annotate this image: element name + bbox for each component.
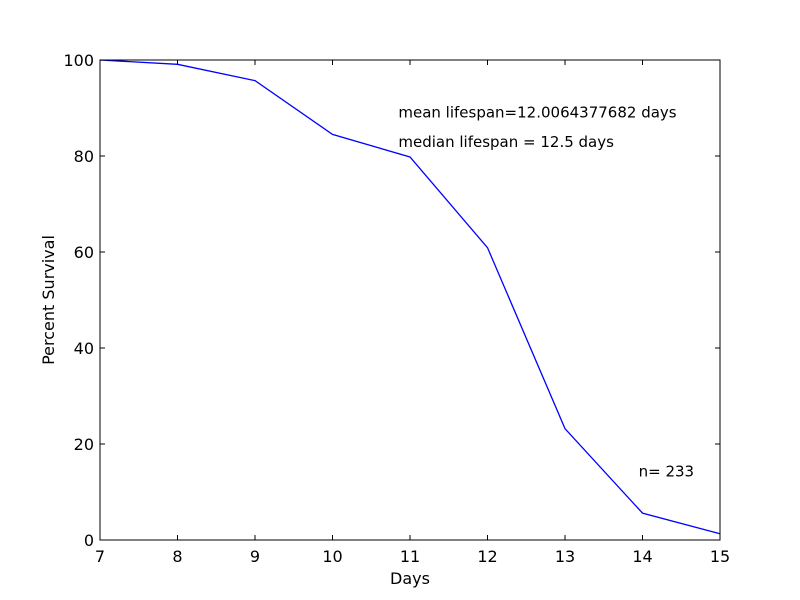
y-tick-label: 20	[74, 435, 94, 454]
chart-annotation: mean lifespan=12.0064377682 days	[398, 104, 676, 122]
y-tick-label: 0	[84, 531, 94, 550]
ticks-layer: 7 8 9 10 11 12 13 14 15 0 20 40 60 80 100	[63, 51, 730, 566]
plot-frame	[99, 59, 721, 541]
survival-series-line	[99, 59, 721, 535]
y-tick-label: 40	[74, 339, 94, 358]
y-tick-label: 60	[74, 243, 94, 262]
x-tick-label: 10	[322, 547, 342, 566]
chart-annotation: median lifespan = 12.5 days	[398, 133, 614, 151]
annotations-layer: mean lifespan=12.0064377682 days median l…	[398, 104, 694, 481]
x-tick-label: 9	[250, 547, 260, 566]
x-tick-label: 15	[710, 547, 730, 566]
x-tick-label: 14	[632, 547, 652, 566]
y-tick-label: 100	[63, 51, 94, 70]
x-tick-label: 11	[400, 547, 420, 566]
x-tick-label: 8	[172, 547, 182, 566]
x-tick-label: 13	[555, 547, 575, 566]
x-axis-label: Days	[390, 569, 430, 588]
chart-annotation: n= 233	[639, 463, 694, 481]
y-axis-label: Percent Survival	[39, 235, 58, 365]
y-tick-label: 80	[74, 147, 94, 166]
x-tick-label: 7	[95, 547, 105, 566]
plot-background	[100, 60, 720, 540]
x-tick-label: 12	[477, 547, 497, 566]
